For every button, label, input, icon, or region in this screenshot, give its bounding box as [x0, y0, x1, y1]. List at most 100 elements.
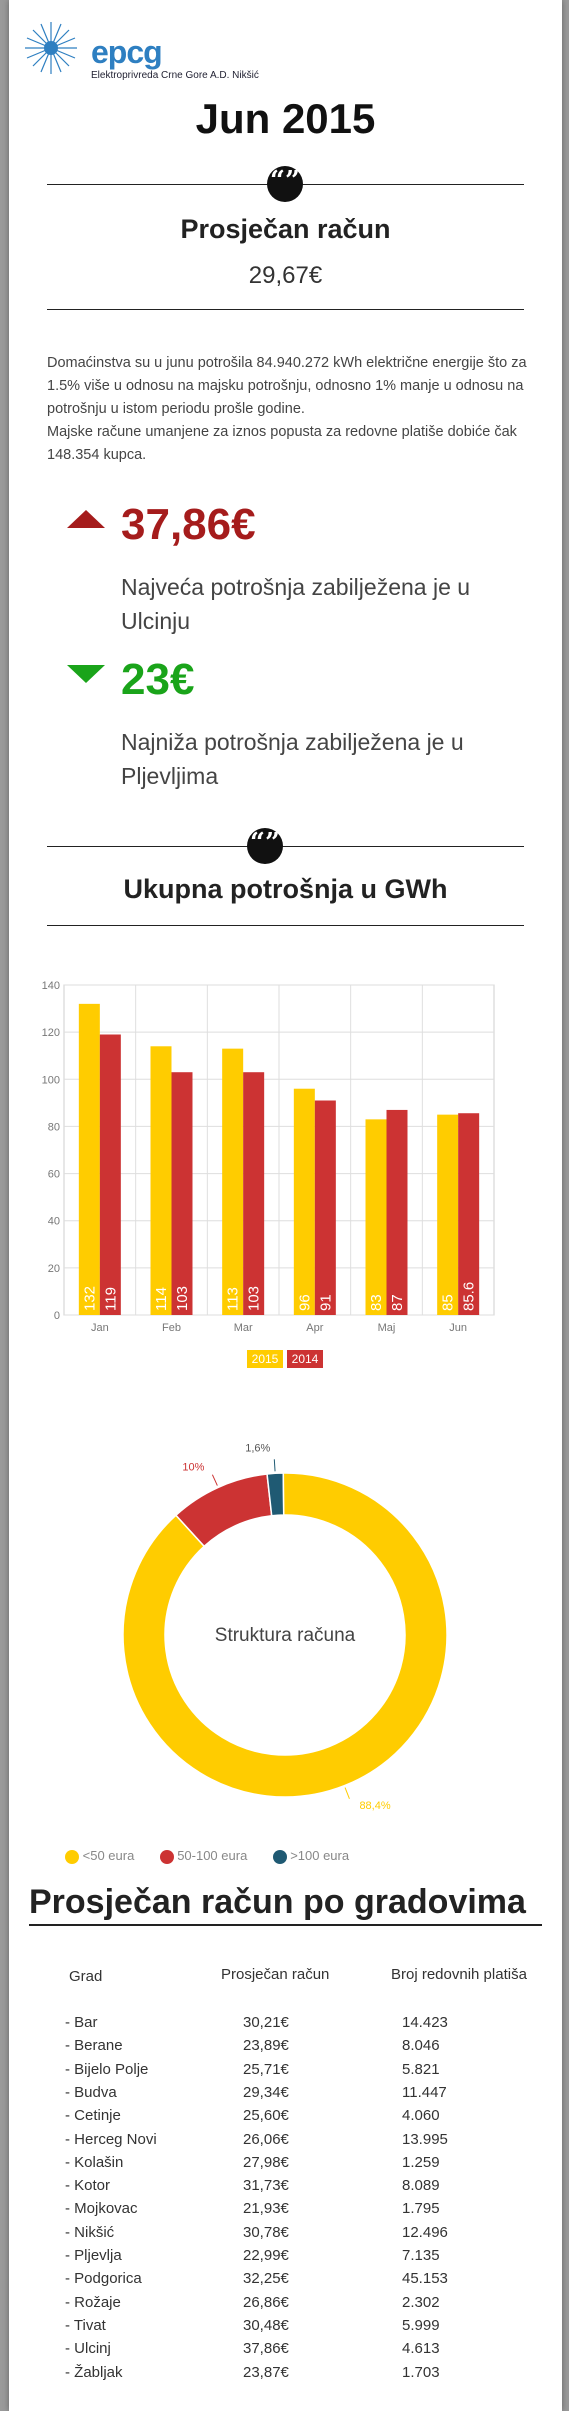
slice-label: 1,6%: [245, 1442, 270, 1454]
city-regular-payers: 7.135: [402, 2247, 440, 2264]
legend-dot-teal: [272, 1849, 287, 1864]
legend-label: <50 eura: [82, 1848, 135, 1863]
bar-2015-apr: [293, 1088, 315, 1315]
legend-swatch-2014: [287, 1350, 323, 1368]
city-average-bill: 26,06€: [243, 2130, 289, 2148]
legend-dot-yellow: [65, 1849, 79, 1864]
donut-legend: <50 eura 50-100 eura >100 eura: [65, 1848, 349, 1864]
city-name: - Žabljak: [65, 2363, 123, 2381]
sunburst-icon: [25, 22, 77, 74]
cities-table-title: Prosječan račun po gradovima: [29, 1883, 526, 1921]
city-name: - Pljevlja: [65, 2247, 122, 2264]
city-regular-payers: 5.999: [402, 2316, 440, 2334]
x-tick-label: Jun: [449, 1322, 467, 1334]
bar-value-label: 113: [225, 1287, 242, 1311]
city-average-bill: 37,86€: [243, 2340, 289, 2358]
city-average-bill: 25,60€: [243, 2107, 289, 2125]
column-header-avg-bill: Prosječan račun: [221, 1966, 330, 1983]
divider: [29, 1924, 542, 1926]
bar-2015-mar: [222, 1048, 244, 1315]
city-average-bill: 23,87€: [243, 2363, 289, 2381]
y-tick-label: 40: [48, 1216, 60, 1228]
divider: [47, 925, 524, 926]
table-row: - Ulcinj 37,86€ 4.613: [9, 2340, 562, 2364]
quote-icon: “”: [247, 828, 283, 864]
city-regular-payers: 8.089: [402, 2177, 440, 2195]
city-average-bill: 31,73€: [243, 2177, 289, 2195]
city-regular-payers: 11.447: [402, 2083, 447, 2101]
legend-label: 2014: [292, 1352, 319, 1366]
city-average-bill: 29,34€: [243, 2083, 289, 2101]
bar-2014-maj: [386, 1109, 408, 1315]
legend-label: >100 eura: [290, 1848, 350, 1863]
bar-2015-maj: [365, 1119, 387, 1315]
table-row: - Cetinje 25,60€ 4.060: [9, 2107, 562, 2131]
bar-2014-jan: [99, 1034, 121, 1315]
bar-value-label: 132: [81, 1286, 98, 1311]
y-tick-label: 80: [48, 1121, 60, 1133]
city-regular-payers: 1.703: [402, 2363, 440, 2381]
city-name: - Kolašin: [65, 2153, 124, 2171]
x-tick-label: Maj: [378, 1322, 396, 1334]
city-regular-payers: 1.795: [402, 2200, 440, 2218]
y-tick-label: 140: [42, 980, 60, 992]
table-row: - Žabljak 23,87€ 1.703: [9, 2364, 562, 2388]
table-row: - Rožaje 26,86€ 2.302: [9, 2294, 562, 2318]
city-regular-payers: 4.060: [402, 2107, 440, 2125]
city-name: - Herceg Novi: [65, 2130, 157, 2148]
city-regular-payers: 45.153: [402, 2270, 448, 2288]
y-tick-label: 0: [54, 1310, 60, 1322]
city-regular-payers: 8.046: [402, 2037, 440, 2055]
max-consumption-text: Najveća potrošnja zabilježena je u Ulcin…: [121, 574, 471, 634]
bar-value-label: 85.6: [461, 1282, 478, 1311]
city-regular-payers: 14.423: [402, 2014, 448, 2031]
bar-2014-mar: [243, 1072, 265, 1315]
bar-value-label: 103: [174, 1286, 191, 1311]
divider: [47, 309, 524, 310]
company-logo: epcg Elektroprivreda Crne Gore A.D. Nikš…: [21, 18, 261, 81]
infographic-page: epcg Elektroprivreda Crne Gore A.D. Nikš…: [9, 0, 562, 2411]
city-average-bill: 25,71€: [243, 2060, 289, 2078]
legend-dot-red: [159, 1849, 174, 1864]
quote-icon: “”: [267, 166, 303, 202]
city-average-bill: 30,78€: [243, 2223, 289, 2241]
city-name: - Berane: [65, 2037, 123, 2055]
divider: [47, 846, 524, 847]
y-tick-label: 60: [48, 1169, 60, 1181]
slice-label-connector: [211, 1474, 218, 1486]
x-tick-label: Jan: [91, 1322, 109, 1334]
city-name: - Podgorica: [65, 2270, 142, 2288]
city-regular-payers: 2.302: [402, 2293, 440, 2311]
logo-subtitle: Elektroprivreda Crne Gore A.D. Nikšić: [91, 70, 259, 81]
slice-label-connector: [273, 1459, 276, 1472]
table-row: - Bar 30,21€ 14.423: [9, 2014, 562, 2038]
arrow-down-icon: [67, 665, 105, 683]
bar-2014-feb: [171, 1072, 193, 1315]
city-regular-payers: 1.259: [402, 2153, 440, 2171]
city-name: - Rožaje: [65, 2293, 121, 2311]
bill-structure-donut-chart: 88,4% 10% 1,6% Struktura računa: [122, 1442, 448, 1812]
table-row: - Berane 23,89€ 8.046: [9, 2037, 562, 2061]
donut-center-title: Struktura računa: [215, 1625, 356, 1646]
city-average-bill: 22,99€: [243, 2247, 289, 2264]
column-header-city: Grad: [69, 1968, 103, 1985]
page-title: Jun 2015: [195, 95, 376, 142]
y-tick-label: 120: [42, 1027, 60, 1039]
city-regular-payers: 12.496: [402, 2223, 448, 2241]
table-row: - Tivat 30,48€ 5.999: [9, 2317, 562, 2341]
slice-label: 10%: [182, 1462, 204, 1474]
city-average-bill: 23,89€: [243, 2037, 289, 2055]
city-name: - Cetinje: [65, 2107, 121, 2125]
x-tick-label: Feb: [162, 1322, 181, 1334]
bar-value-label: 119: [102, 1287, 119, 1311]
city-name: - Ulcinj: [65, 2340, 111, 2358]
city-average-bill: 32,25€: [243, 2270, 289, 2288]
average-bill-title: Prosječan račun: [180, 214, 391, 244]
bar-2014-jun: [458, 1113, 480, 1315]
description-paragraph: Majske račune umanjene za iznos popusta …: [47, 424, 517, 463]
slice-label-connector: [344, 1787, 350, 1799]
legend-swatch-2015: [247, 1350, 283, 1368]
description-text: Domaćinstva su u junu potrošila 84.940.2…: [47, 352, 527, 467]
logo-wordmark: epcg: [91, 34, 163, 70]
